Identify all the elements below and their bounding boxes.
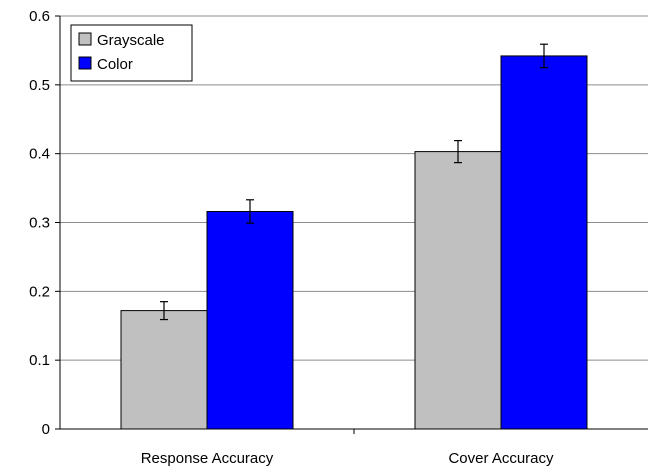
x-category-label: Cover Accuracy [448, 450, 554, 467]
legend-label-color: Color [97, 56, 133, 73]
bar-color-2 [500, 55, 588, 430]
y-tick-label: 0.2 [29, 283, 50, 300]
y-tick-label: 0.3 [29, 215, 50, 232]
y-tick-label: 0.6 [29, 8, 50, 25]
y-tick-label: 0.4 [29, 146, 50, 163]
error-bars [160, 43, 548, 321]
bars [120, 55, 588, 430]
bar-grayscale-2 [414, 151, 502, 430]
tick-labels: 0 0.1 0.2 0.3 0.4 0.5 0.6 Response Accuracy Cove… [29, 8, 554, 467]
legend-swatch-color [78, 56, 92, 70]
legend-swatch-grayscale [78, 32, 92, 46]
bar-grayscale-1 [120, 310, 208, 430]
y-tick-label: 0.1 [29, 352, 50, 369]
legend: Grayscale Color [70, 24, 193, 82]
y-tick-label: 0.5 [29, 77, 50, 94]
bar-color-1 [206, 210, 294, 430]
legend-label-grayscale: Grayscale [97, 32, 165, 49]
y-tick-label: 0 [42, 421, 50, 438]
x-category-label: Response Accuracy [141, 450, 274, 467]
